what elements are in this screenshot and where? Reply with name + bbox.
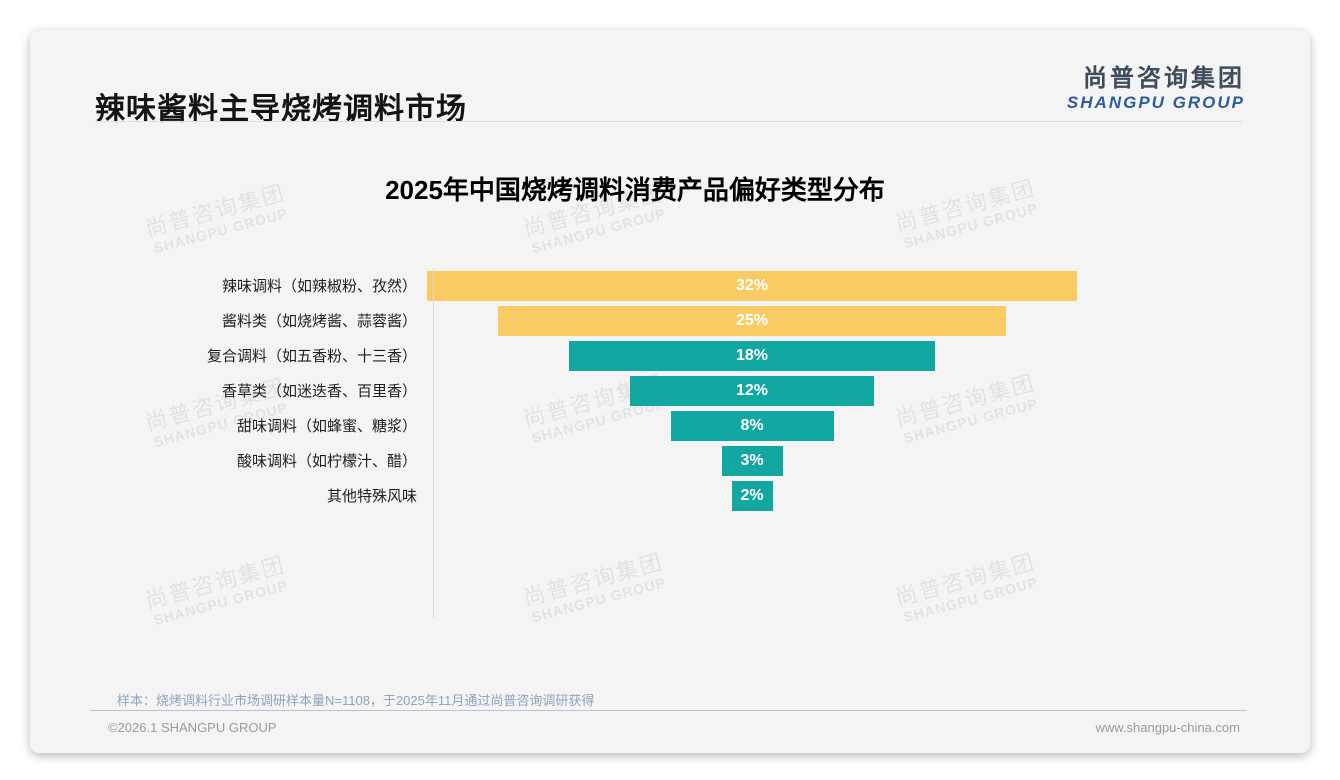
bar-area: 2% xyxy=(426,480,1078,511)
bar: 2% xyxy=(731,480,773,511)
category-label: 酸味调料（如柠檬汁、醋） xyxy=(236,453,417,470)
copyright-text: ©2026.1 SHANGPU GROUP xyxy=(108,720,277,735)
footnote: 样本：烧烤调料行业市场调研样本量N=1108，于2025年11月通过尚普咨询调研… xyxy=(117,693,595,708)
bar: 25% xyxy=(498,305,1006,336)
bar-area: 25% xyxy=(426,305,1078,336)
bar-area: 18% xyxy=(426,340,1078,371)
bar-value-label: 2% xyxy=(740,486,764,504)
footer: ©2026.1 SHANGPU GROUP www.shangpu-china.… xyxy=(108,720,1240,735)
logo-en-text: SHANGPU GROUP xyxy=(1066,93,1245,113)
bar-value-label: 12% xyxy=(735,381,769,399)
bar: 8% xyxy=(670,410,834,441)
chart-axis-line xyxy=(433,268,434,618)
category-label: 复合调料（如五香粉、十三香） xyxy=(206,348,417,365)
chart-row: 辣味调料（如辣椒粉、孜然） 32% xyxy=(95,268,1095,303)
category-label: 甜味调料（如蜂蜜、糖浆） xyxy=(236,418,417,435)
bar: 3% xyxy=(721,445,783,476)
chart-row: 甜味调料（如蜂蜜、糖浆） 8% xyxy=(95,408,1095,443)
bar-value-label: 3% xyxy=(740,451,764,469)
category-label: 辣味调料（如辣椒粉、孜然） xyxy=(221,278,417,295)
category-label: 香草类（如迷迭香、百里香） xyxy=(221,383,417,400)
bar-value-label: 32% xyxy=(735,276,769,294)
category-label: 酱料类（如烧烤酱、蒜蓉酱） xyxy=(221,313,417,330)
watermark: 尚普咨询集团 SHANGPU GROUP xyxy=(878,545,1058,630)
chart-row: 酸味调料（如柠檬汁、醋） 3% xyxy=(95,443,1095,478)
website-url: www.shangpu-china.com xyxy=(1095,720,1240,735)
bar-area: 8% xyxy=(426,410,1078,441)
title-divider xyxy=(95,121,1242,122)
footer-divider xyxy=(90,710,1247,711)
category-label: 其他特殊风味 xyxy=(326,488,417,505)
bar-value-label: 18% xyxy=(735,346,769,364)
chart-row: 复合调料（如五香粉、十三香） 18% xyxy=(95,338,1095,373)
bar-area: 12% xyxy=(426,375,1078,406)
page-title: 辣味酱料主导烧烤调料市场 xyxy=(95,93,467,126)
funnel-chart: 辣味调料（如辣椒粉、孜然） 32% 酱料类（如烧烤酱、蒜蓉酱） 25% 复合调料（如五香… xyxy=(95,268,1095,618)
watermark: 尚普咨询集团 SHANGPU GROUP xyxy=(506,545,686,630)
chart-row: 酱料类（如烧烤酱、蒜蓉酱） 25% xyxy=(95,303,1095,338)
bar-area: 32% xyxy=(426,270,1078,301)
logo-cn-text: 尚普咨询集团 xyxy=(1083,65,1245,92)
bar-value-label: 8% xyxy=(740,416,764,434)
bar: 32% xyxy=(427,270,1077,301)
chart-row: 其他特殊风味 2% xyxy=(95,478,1095,513)
watermark: 尚普咨询集团 SHANGPU GROUP xyxy=(128,548,308,633)
chart-row: 香草类（如迷迭香、百里香） 12% xyxy=(95,373,1095,408)
company-logo: 尚普咨询集团 SHANGPU GROUP xyxy=(1066,65,1245,113)
header: 辣味酱料主导烧烤调料市场 尚普咨询集团 SHANGPU GROUP xyxy=(95,65,1245,128)
bar-value-label: 25% xyxy=(735,311,769,329)
bar: 18% xyxy=(569,340,935,371)
bar: 12% xyxy=(630,375,874,406)
chart-title: 2025年中国烧烤调料消费产品偏好类型分布 xyxy=(385,175,885,205)
slide-card: 尚普咨询集团 SHANGPU GROUP 尚普咨询集团 SHANGPU GROU… xyxy=(30,30,1310,753)
bar-area: 3% xyxy=(426,445,1078,476)
